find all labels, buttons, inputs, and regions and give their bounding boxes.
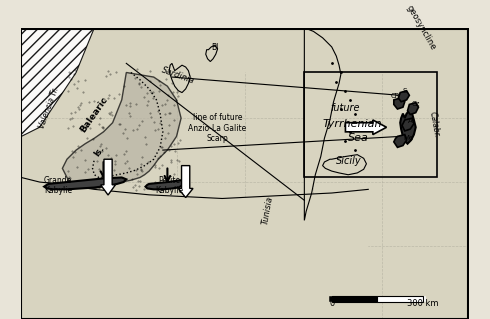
Text: Cz: Cz: [411, 101, 419, 107]
Bar: [377, 296, 423, 302]
Text: Sicily: Sicily: [336, 156, 362, 166]
Text: Grande
Kabylie: Grande Kabylie: [44, 175, 72, 195]
Polygon shape: [402, 118, 414, 131]
Polygon shape: [169, 63, 190, 93]
Text: 300 km: 300 km: [407, 299, 439, 308]
FancyArrow shape: [345, 120, 387, 135]
Text: Me: Me: [403, 135, 413, 141]
Text: Bl: Bl: [211, 43, 219, 52]
Text: Tyrrhenian: Tyrrhenian: [322, 119, 382, 129]
FancyArrow shape: [100, 159, 116, 195]
Polygon shape: [322, 155, 367, 175]
Polygon shape: [206, 45, 218, 62]
Polygon shape: [304, 28, 341, 220]
Text: S: S: [403, 88, 407, 94]
Bar: [332, 296, 377, 302]
Polygon shape: [22, 28, 468, 319]
Polygon shape: [398, 91, 409, 102]
Text: A: A: [409, 118, 413, 124]
Polygon shape: [394, 98, 405, 109]
Polygon shape: [146, 180, 186, 189]
FancyArrow shape: [178, 166, 193, 197]
Text: line of future
Anzio-La Galite
Scarp: line of future Anzio-La Galite Scarp: [189, 113, 247, 143]
Polygon shape: [22, 28, 468, 319]
Text: Balearic: Balearic: [78, 95, 109, 134]
Text: Calabr.: Calabr.: [428, 111, 441, 138]
Text: future: future: [330, 103, 359, 113]
Text: Sardinia: Sardinia: [160, 65, 196, 85]
Text: CR: CR: [391, 93, 401, 99]
Polygon shape: [394, 135, 407, 147]
Polygon shape: [44, 177, 126, 189]
Polygon shape: [400, 111, 416, 144]
Polygon shape: [62, 72, 181, 189]
Text: Is.: Is.: [93, 144, 106, 159]
Text: Sea: Sea: [348, 133, 369, 143]
Polygon shape: [22, 28, 95, 137]
Polygon shape: [22, 177, 368, 319]
Text: Valencia Tr.: Valencia Tr.: [38, 85, 61, 129]
Text: geosyncline: geosyncline: [405, 4, 438, 52]
Text: Tunisia: Tunisia: [261, 195, 274, 225]
Polygon shape: [408, 103, 418, 115]
Text: 0: 0: [329, 299, 334, 308]
Text: Petite
Kabylie: Petite Kabylie: [155, 175, 183, 195]
